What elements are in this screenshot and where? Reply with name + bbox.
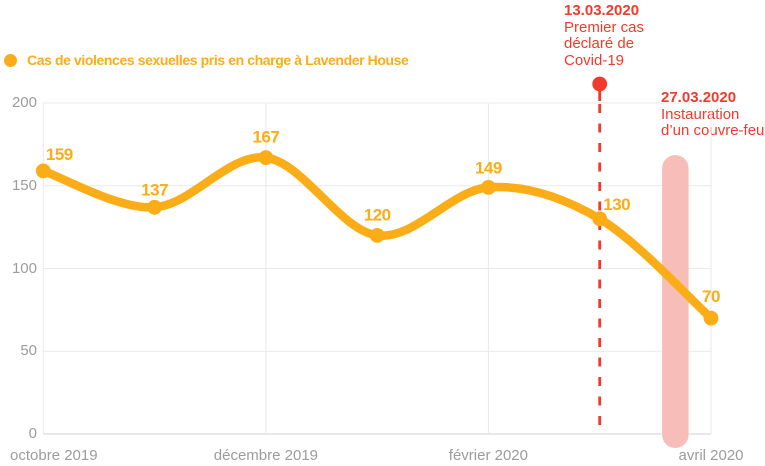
covid-marker-dot xyxy=(592,76,608,92)
data-point-dot xyxy=(703,310,719,326)
x-tick-label: février 2020 xyxy=(448,447,528,464)
data-point-dot xyxy=(369,228,385,243)
data-point-label: 70 xyxy=(702,287,720,306)
data-point-dot xyxy=(35,163,51,179)
x-tick-label: octobre 2019 xyxy=(10,447,98,464)
annotation-curfew-date: 27.03.2020 xyxy=(661,89,737,106)
annotation-covid-date: 13.03.2020 xyxy=(564,2,640,19)
data-point-dot xyxy=(481,180,496,195)
annotation-covid-text: Premier cas déclaré de Covid-19 xyxy=(564,18,645,69)
y-tick-label: 50 xyxy=(20,342,37,360)
legend: Cas de violences sexuelles pris en charg… xyxy=(4,52,409,68)
data-point-label: 120 xyxy=(364,205,391,224)
y-tick-label: 0 xyxy=(28,425,37,442)
data-point-dot xyxy=(592,211,608,227)
x-tick-label: décembre 2019 xyxy=(213,447,319,464)
data-point-dot xyxy=(258,150,274,166)
legend-label: Cas de violences sexuelles pris en charg… xyxy=(27,52,409,68)
data-point-label: 159 xyxy=(46,145,73,164)
data-point-label: 137 xyxy=(141,180,168,199)
data-point-label: 130 xyxy=(603,195,630,214)
y-tick-label: 200 xyxy=(11,94,37,111)
curfew-band xyxy=(662,155,689,448)
y-tick-label: 100 xyxy=(11,259,37,277)
data-point-label: 167 xyxy=(252,128,279,147)
x-tick-label: avril 2020 xyxy=(678,447,744,464)
legend-marker-icon xyxy=(4,53,17,67)
data-point-label: 149 xyxy=(475,158,502,177)
y-tick-label: 150 xyxy=(11,176,37,194)
annotation-covid: 13.03.2020 Premier cas déclaré de Covid-… xyxy=(564,2,659,69)
data-point-dot xyxy=(147,199,163,215)
